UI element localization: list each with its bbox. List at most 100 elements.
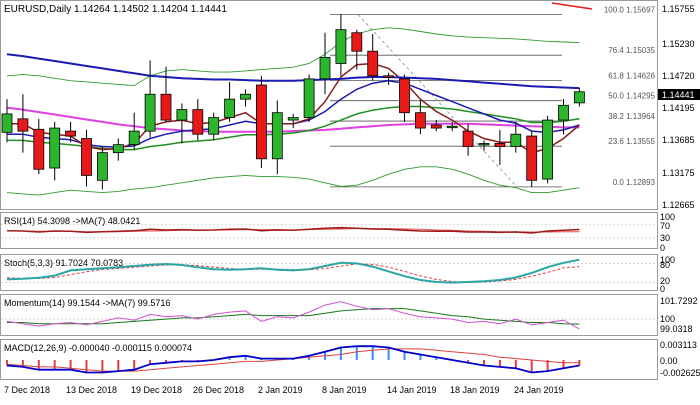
stoch-header: Stoch(5,3,3) 91.7024 70.0783 [4,258,123,268]
bollinger-bands [6,27,580,196]
momentum-tick: 101.7292 [660,296,698,306]
bollinger-upper-line [6,27,580,87]
momentum-lines [1,301,657,330]
bull-candle [1,113,13,133]
stoch-main-line [6,258,580,284]
bear-candle [367,50,379,77]
price-axis: 1.15755 1.15230 1.14720 1.14195 1.13685 … [662,4,695,210]
price-tick: 1.15755 [662,4,695,14]
bear-candle [414,112,426,129]
rsi-axis: 100 70 30 0 [660,212,675,253]
time-tick: 2 Jan 2019 [258,385,303,395]
last-price-box [658,89,700,100]
price-pane-frame [0,0,658,210]
price-tick: 1.14195 [662,103,695,113]
ohlc-header: 1.14264 1.14502 1.14204 1.14441 [74,4,227,15]
fib-label: 76.4 1.15035 [608,46,655,55]
bull-candle [335,29,347,64]
price-tick: 1.12665 [662,200,695,210]
macd-axis: 0.003113 0.00 -0.002625 [660,340,700,378]
bear-candle [526,135,538,181]
macd-series [6,345,581,374]
macd-line [6,345,580,374]
macd-tick: 0.00 [660,356,678,366]
bear-candle [351,32,363,52]
macd-tick: 0.003113 [660,340,697,350]
stoch-tick: 20 [660,276,670,286]
momentum-ma-line [7,308,580,325]
macd-header: MACD(12,26,9) -0.000040 -0.000115 0.0000… [4,343,192,353]
time-axis: 7 Dec 2018 13 Dec 2018 19 Dec 2018 26 De… [4,385,564,395]
time-tick: 13 Dec 2018 [66,385,117,395]
last-price-label: 1.14441 [662,90,695,100]
bull-candle [271,112,283,160]
stoch-tick: 100 [660,255,675,265]
bull-candle [224,98,236,119]
symbol-header: EURUSD,Daily [4,4,71,15]
fib-label: 61.8 1.14626 [608,71,655,80]
time-tick: 8 Jan 2019 [322,385,367,395]
bear-candle [160,93,172,121]
rsi-pane-frame [0,212,658,249]
bear-candle [81,138,92,176]
candlesticks [1,14,585,190]
momentum-pane-frame [0,294,658,336]
bear-candle [430,124,442,129]
momentum-tick: 99.0318 [660,324,693,334]
bull-candle [303,78,315,119]
price-tick: 1.14720 [662,71,695,81]
time-tick: 14 Jan 2019 [387,385,437,395]
resistance-trendline [551,2,593,10]
stoch-tick: 80 [660,260,670,270]
bull-candle [446,125,458,129]
rsi-tick: 100 [660,212,675,222]
time-tick: 18 Jan 2019 [450,385,500,395]
momentum-line [6,301,580,330]
bull-candle [542,119,553,180]
ma-slow-blue-line [6,53,580,90]
bollinger-lower-line [6,166,580,196]
time-tick: 24 Jan 2019 [514,385,564,395]
rsi-tick: 70 [660,221,670,231]
bull-candle [240,93,251,100]
last-price-marker: 1.14441 [658,89,700,100]
fib-label: 23.6 1.13555 [608,137,655,146]
bear-candle [192,109,204,135]
bull-candle [49,127,61,169]
bear-candle [399,78,410,114]
macd-tick: -0.002625 [660,368,700,378]
stoch-pane-frame [0,254,658,291]
rsi-tick: 30 [660,233,670,243]
momentum-tick: 100 [660,314,675,324]
bull-candle [287,117,299,121]
bull-candle [319,56,331,80]
bear-candle [65,130,76,137]
bear-candle [383,75,395,78]
price-tick: 1.13685 [662,135,695,145]
bear-candle [33,128,45,170]
fib-label: 50.0 1.14295 [608,92,655,101]
bull-candle [574,91,585,104]
fib-label: 0.0 1.12893 [613,178,656,187]
bull-candle [478,143,490,146]
bull-candle [176,109,188,121]
ma-magenta-line [6,106,580,133]
stoch-tick: 0 [660,284,665,294]
fibonacci-levels: 100.0 1.15697 76.4 1.15035 61.8 1.14626 50.… [330,2,656,188]
fib-label: 100.0 1.15697 [604,5,656,14]
bear-candle [462,130,474,147]
bull-candle [510,133,522,147]
bull-candle [558,104,569,121]
rsi-lines [1,223,657,239]
bear-candle [494,143,506,147]
bear-candle [17,118,29,132]
price-tick: 1.13175 [662,168,695,178]
time-tick: 26 Dec 2018 [193,385,244,395]
bull-candle [208,117,220,135]
bull-candle [112,144,124,154]
price-tick: 1.15230 [662,39,695,49]
momentum-axis: 101.7292 100 99.0318 [660,296,698,334]
rsi-header: RSI(14) 54.3098 ->MA(7) 48.0421 [4,216,140,226]
fib-label: 38.2 1.13964 [608,112,655,121]
